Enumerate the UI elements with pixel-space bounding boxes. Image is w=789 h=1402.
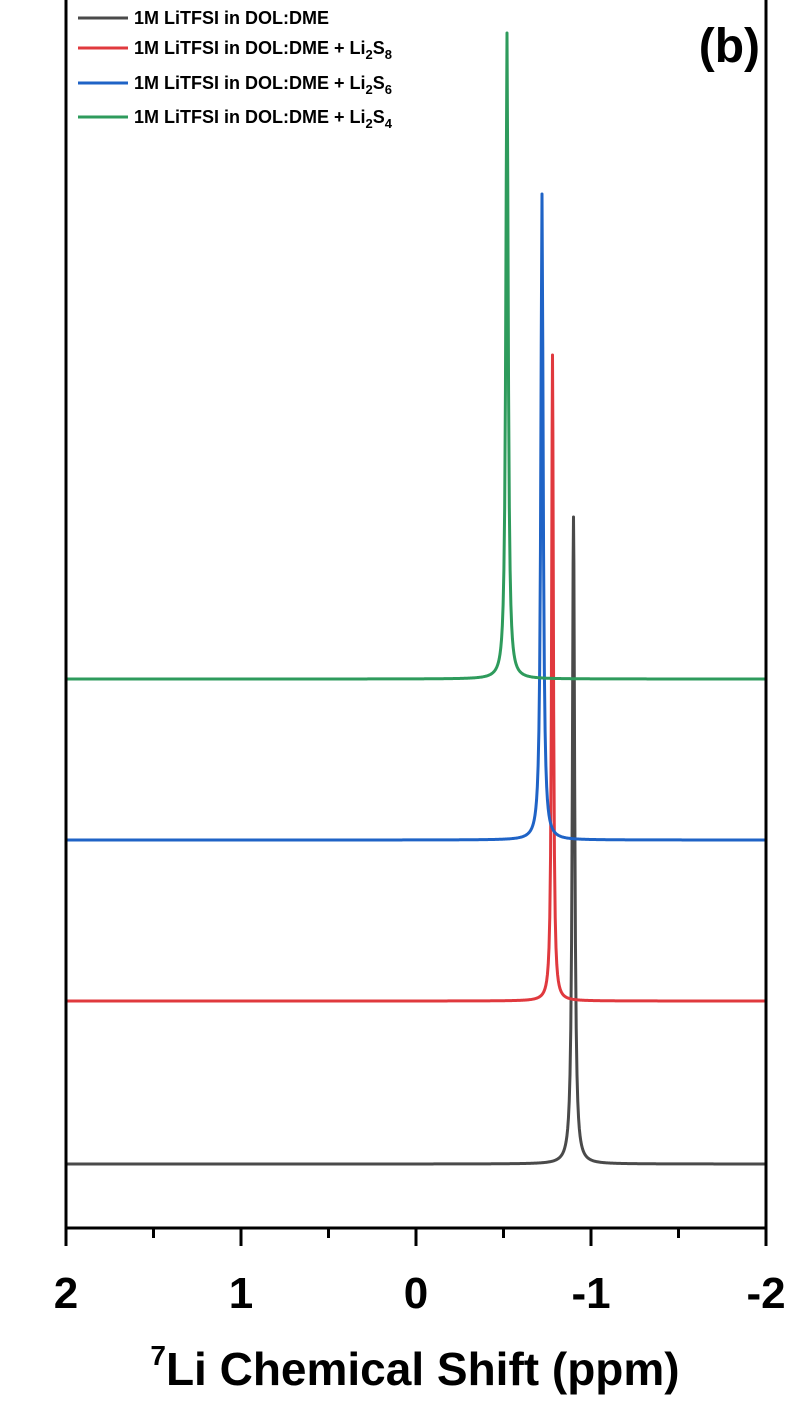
x-axis-title-text: Li Chemical Shift (ppm) (166, 1343, 680, 1395)
x-axis-title: 7Li Chemical Shift (ppm) (150, 1340, 679, 1395)
x-ticks (64, 1228, 768, 1246)
series-line-4 (65, 31, 767, 681)
panel-label: (b) (699, 20, 760, 73)
series-line-3 (65, 192, 767, 842)
series-line-1 (65, 515, 767, 1166)
x-tick-label: 0 (404, 1269, 428, 1318)
legend-label-3: 1M LiTFSI in DOL:DME + Li2S6 (134, 73, 392, 97)
axes (64, 0, 768, 1230)
x-tick-label: 1 (229, 1269, 253, 1318)
legend: 1M LiTFSI in DOL:DME 1M LiTFSI in DOL:DME… (78, 8, 393, 131)
x-tick-label: -2 (746, 1269, 785, 1318)
legend-label-1: 1M LiTFSI in DOL:DME (134, 8, 329, 28)
x-tick-label: -1 (571, 1269, 610, 1318)
spectra-traces (65, 31, 767, 1166)
legend-label-4: 1M LiTFSI in DOL:DME + Li2S4 (134, 107, 393, 131)
legend-label-2: 1M LiTFSI in DOL:DME + Li2S8 (134, 38, 392, 62)
x-axis-title-superscript: 7 (150, 1340, 166, 1371)
x-tick-label: 2 (54, 1269, 78, 1318)
series-line-2 (65, 353, 767, 1003)
x-tick-labels: 2 1 0 -1 -2 (54, 1269, 786, 1318)
